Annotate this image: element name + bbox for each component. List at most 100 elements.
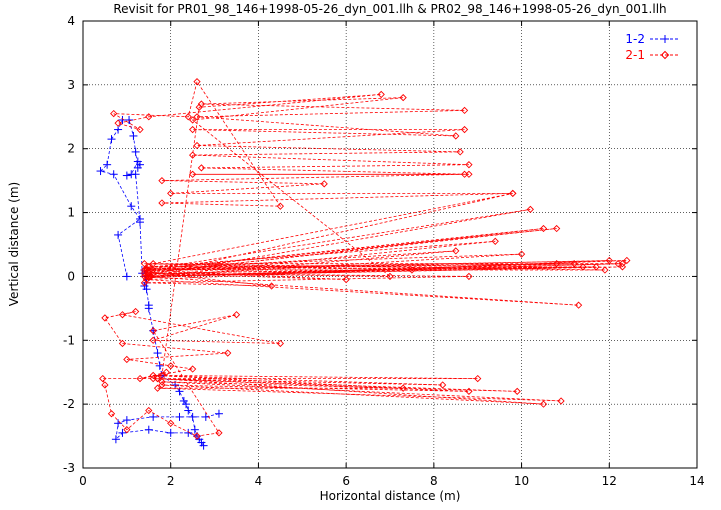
data-point — [465, 161, 473, 169]
data-point — [131, 307, 140, 316]
data-point — [142, 265, 151, 273]
data-point — [232, 311, 241, 319]
data-point — [342, 275, 350, 284]
data-point — [140, 279, 149, 287]
data-point — [465, 272, 473, 281]
data-point — [153, 374, 162, 383]
data-point — [553, 260, 561, 268]
data-point — [96, 167, 105, 176]
data-point — [103, 160, 112, 169]
data-point — [189, 116, 197, 124]
data-point — [167, 362, 175, 370]
data-point — [145, 406, 153, 415]
data-point — [129, 131, 138, 140]
data-point — [114, 125, 123, 134]
data-point — [517, 250, 526, 258]
data-point — [111, 435, 120, 444]
data-point — [320, 180, 328, 188]
data-point — [145, 272, 153, 281]
data-point — [539, 400, 548, 408]
data-point — [189, 170, 197, 178]
data-point — [513, 387, 521, 396]
data-point — [145, 274, 153, 282]
data-point — [158, 199, 166, 207]
y-tick-label: -3 — [63, 461, 75, 475]
data-point — [614, 260, 622, 268]
data-point — [122, 272, 131, 281]
data-point — [452, 247, 460, 255]
data-point — [114, 119, 122, 127]
data-point — [125, 115, 134, 124]
data-point — [153, 349, 162, 358]
data-point — [149, 269, 157, 277]
data-point — [142, 285, 151, 294]
y-tick-label: 1 — [67, 206, 75, 220]
data-point — [465, 387, 473, 396]
x-tick-label: 0 — [79, 474, 87, 488]
data-point — [109, 170, 118, 179]
plot-frame — [82, 20, 698, 469]
x-tick-label: 14 — [689, 474, 704, 488]
data-point — [114, 230, 123, 239]
data-point — [149, 266, 157, 274]
data-point — [592, 263, 600, 271]
data-point — [570, 260, 578, 268]
x-tick-label: 8 — [430, 474, 438, 488]
data-point — [114, 419, 123, 428]
legend-marker-1-2 — [661, 35, 669, 43]
data-point — [131, 170, 140, 179]
data-point — [99, 374, 107, 383]
data-point — [158, 177, 166, 185]
data-point — [623, 256, 631, 265]
data-point — [214, 409, 223, 418]
data-point — [166, 428, 175, 437]
data-point — [491, 237, 499, 245]
data-point — [399, 384, 407, 392]
y-tick-label: 4 — [67, 14, 75, 28]
y-axis-label: Vertical distance (m) — [7, 182, 21, 306]
data-point — [149, 336, 157, 344]
y-tick-label: -1 — [63, 333, 75, 347]
data-point — [408, 266, 416, 274]
data-point — [193, 432, 201, 440]
data-point — [377, 90, 385, 99]
data-point — [193, 78, 201, 86]
data-point — [127, 202, 136, 211]
x-tick-label: 4 — [255, 474, 263, 488]
x-tick-label: 10 — [514, 474, 529, 488]
data-point — [101, 314, 109, 322]
data-point — [456, 148, 464, 156]
data-point — [215, 429, 223, 437]
legend-label-1-2: 1-2 — [625, 32, 645, 46]
data-point — [101, 381, 109, 389]
data-point — [553, 224, 561, 233]
data-point — [144, 304, 153, 313]
series-layer — [96, 78, 631, 450]
data-point — [140, 260, 149, 268]
data-point — [189, 125, 197, 134]
y-tick-label: 3 — [67, 78, 75, 92]
x-tick-label: 6 — [342, 474, 350, 488]
data-point — [136, 374, 144, 383]
data-point — [197, 164, 206, 172]
data-point — [199, 441, 208, 450]
data-point — [131, 147, 140, 156]
data-point — [167, 189, 175, 198]
y-tick-label: 0 — [67, 269, 75, 283]
data-point — [158, 381, 166, 389]
data-point — [184, 406, 193, 415]
data-point — [193, 113, 201, 121]
data-point — [276, 202, 284, 210]
data-point — [136, 218, 145, 227]
x-tick-label: 12 — [602, 474, 617, 488]
y-tick-label: 2 — [67, 142, 75, 156]
legend: 1-2 2-1 — [625, 32, 680, 62]
data-point — [118, 311, 127, 319]
x-tick-label: 2 — [167, 474, 175, 488]
data-point — [267, 282, 276, 290]
chart-title: Revisit for PR01_98_146+1998-05-26_dyn_0… — [113, 2, 666, 16]
data-point — [107, 410, 116, 418]
data-point — [182, 400, 191, 409]
